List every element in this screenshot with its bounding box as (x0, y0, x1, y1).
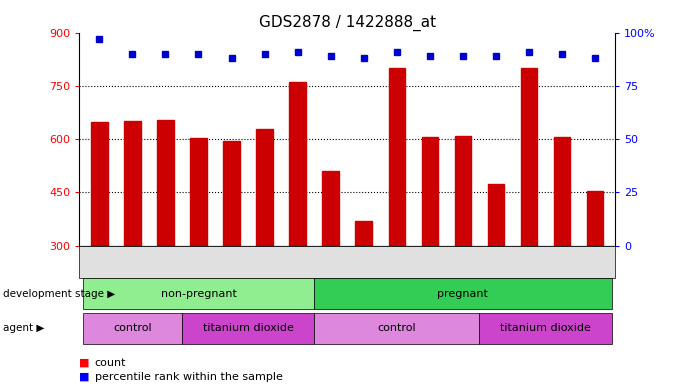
Bar (290, 83, 306, 246)
Text: pregnant: pregnant (437, 289, 489, 299)
Bar (190, 138, 207, 246)
Text: non-pregnant: non-pregnant (160, 289, 236, 299)
Bar (91, 122, 108, 246)
Text: count: count (95, 358, 126, 368)
Text: ■: ■ (79, 358, 93, 368)
Text: percentile rank within the sample: percentile rank within the sample (95, 372, 283, 382)
Bar (587, 191, 603, 246)
Bar (388, 68, 405, 246)
Title: GDS2878 / 1422888_at: GDS2878 / 1422888_at (258, 15, 436, 31)
Bar (157, 120, 173, 246)
Bar (488, 184, 504, 246)
Text: ■: ■ (79, 372, 93, 382)
Bar (223, 141, 240, 246)
Bar (256, 129, 273, 246)
Text: titanium dioxide: titanium dioxide (500, 323, 591, 333)
Bar (553, 137, 570, 246)
Bar (124, 121, 141, 246)
Text: control: control (377, 323, 416, 333)
Text: titanium dioxide: titanium dioxide (202, 323, 294, 333)
Text: development stage ▶: development stage ▶ (3, 289, 115, 299)
Bar (323, 171, 339, 246)
Bar (422, 137, 438, 246)
Bar (455, 136, 471, 246)
Bar (355, 221, 372, 246)
Text: control: control (113, 323, 151, 333)
Bar (521, 68, 538, 246)
Text: agent ▶: agent ▶ (3, 323, 45, 333)
